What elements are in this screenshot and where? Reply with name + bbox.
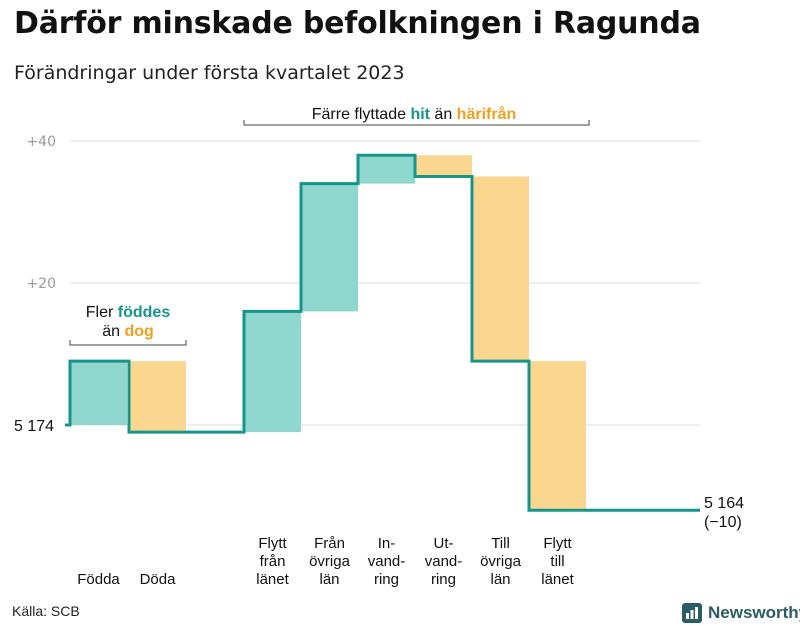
- births-annotation-part: dog: [124, 323, 153, 340]
- migration-annotation-part: än: [430, 106, 457, 123]
- category-label: Till: [491, 535, 510, 552]
- migration-annotation-part: Färre flyttade: [312, 106, 411, 123]
- category-label: Födda: [77, 571, 120, 588]
- category-label: övriga: [309, 553, 351, 570]
- migration-annotation-part: härifrån: [457, 105, 517, 123]
- category-label: vand-: [368, 553, 406, 570]
- category-label: länet: [541, 571, 574, 588]
- category-label: Flytt: [543, 535, 572, 552]
- waterfall-bar-2: [129, 361, 186, 433]
- brand: Newsworthy: [682, 601, 800, 625]
- migration-annotation-part: hit: [410, 106, 430, 123]
- y-tick-label: +40: [26, 134, 56, 150]
- category-label: Ut-: [434, 535, 454, 552]
- births-annotation: Fler föddes: [86, 304, 171, 321]
- births-annotation-part: än: [102, 323, 124, 340]
- category-label: länet: [256, 571, 289, 588]
- category-label: övriga: [480, 553, 522, 570]
- end-value-label: 5 164: [704, 495, 744, 512]
- waterfall-bar-8: [529, 361, 586, 511]
- births-annotation-part: Fler: [86, 304, 118, 321]
- brand-name: Newsworthy: [708, 603, 800, 622]
- waterfall-bar-4: [301, 183, 358, 312]
- waterfall-bar-3: [244, 311, 301, 433]
- waterfall-bar-6: [415, 155, 472, 177]
- category-label: vand-: [425, 553, 463, 570]
- category-label: In-: [378, 535, 396, 552]
- category-label: ring: [374, 571, 399, 588]
- migration-bracket: [243, 120, 590, 126]
- category-label: från: [260, 553, 286, 570]
- chart-subtitle: Förändringar under första kvartalet 2023: [14, 62, 405, 84]
- category-label: län: [490, 571, 510, 588]
- category-label: ring: [431, 571, 456, 588]
- category-label: Flytt: [258, 535, 287, 552]
- chart-title: Därför minskade befolkningen i Ragunda: [14, 6, 701, 41]
- category-label: län: [319, 571, 339, 588]
- births-bracket: [69, 340, 187, 346]
- births-annotation: än dog: [102, 323, 154, 340]
- cumulative-step-line: [65, 153, 700, 512]
- category-label: Döda: [140, 571, 177, 588]
- births-annotation-part: föddes: [118, 304, 171, 321]
- category-label: Från: [314, 535, 345, 552]
- end-change-label: (−10): [704, 514, 742, 531]
- newsworthy-logo-icon: [682, 603, 702, 623]
- waterfall-bar-5: [358, 155, 415, 184]
- waterfall-bar-7: [472, 176, 529, 362]
- y-tick-label: +20: [26, 276, 56, 292]
- category-label: till: [550, 553, 564, 570]
- waterfall-bar-1: [70, 361, 127, 425]
- start-value-label: 5 174: [14, 418, 54, 435]
- source-note: Källa: SCB: [12, 603, 80, 619]
- migration-annotation: Färre flyttade hit än härifrån: [312, 105, 517, 123]
